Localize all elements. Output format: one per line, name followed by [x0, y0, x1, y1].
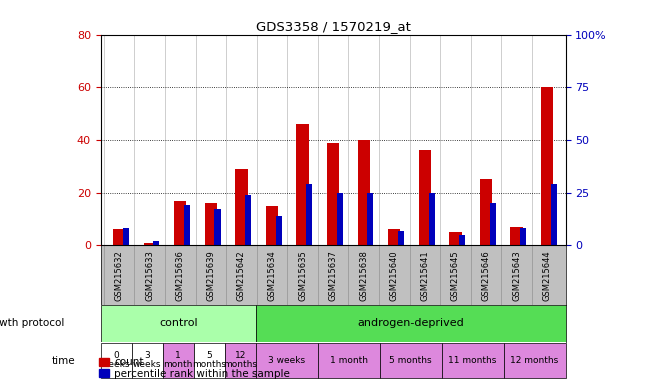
Bar [520, 228, 526, 245]
Bar [358, 140, 370, 245]
Text: GSM215642: GSM215642 [237, 250, 246, 301]
Bar [428, 193, 435, 245]
Bar [113, 230, 125, 245]
Text: 0
weeks: 0 weeks [102, 351, 131, 369]
Bar [162, 343, 194, 378]
Text: 3 weeks: 3 weeks [268, 356, 306, 364]
Text: GSM215637: GSM215637 [329, 250, 337, 301]
Text: GSM215641: GSM215641 [421, 250, 430, 301]
Bar [441, 343, 504, 378]
Bar [205, 203, 217, 245]
Title: GDS3358 / 1570219_at: GDS3358 / 1570219_at [255, 20, 411, 33]
Text: 5
months: 5 months [192, 351, 226, 369]
Bar [419, 151, 431, 245]
Text: GSM215644: GSM215644 [543, 250, 552, 301]
Text: time: time [52, 356, 75, 366]
Text: 12 months: 12 months [510, 356, 558, 364]
Text: GSM215646: GSM215646 [482, 250, 491, 301]
Bar [194, 343, 225, 378]
Bar [235, 169, 248, 245]
Bar [504, 343, 566, 378]
Bar [153, 241, 159, 245]
Text: androgen-deprived: androgen-deprived [358, 318, 464, 328]
Bar [327, 142, 339, 245]
Bar [101, 343, 132, 378]
Bar [276, 216, 281, 245]
Text: 5 months: 5 months [389, 356, 432, 364]
Text: GSM215635: GSM215635 [298, 250, 307, 301]
Bar [144, 243, 156, 245]
Bar [541, 87, 553, 245]
Bar [388, 230, 400, 245]
Bar [184, 205, 190, 245]
Text: control: control [159, 318, 198, 328]
Bar [489, 203, 496, 245]
Bar [174, 200, 187, 245]
Bar [380, 343, 441, 378]
Bar [449, 232, 462, 245]
Bar [306, 184, 313, 245]
Bar [551, 184, 557, 245]
Bar [101, 305, 255, 341]
Bar [225, 343, 255, 378]
Legend: count, percentile rank within the sample: count, percentile rank within the sample [99, 357, 290, 379]
Bar [266, 206, 278, 245]
Bar [480, 179, 492, 245]
Text: GSM215634: GSM215634 [267, 250, 276, 301]
Text: 12
months: 12 months [223, 351, 257, 369]
Bar [255, 343, 318, 378]
Bar [398, 230, 404, 245]
Text: GSM215633: GSM215633 [145, 250, 154, 301]
Text: 1
month: 1 month [164, 351, 193, 369]
Text: growth protocol: growth protocol [0, 318, 64, 328]
Bar [367, 193, 374, 245]
Text: GSM215636: GSM215636 [176, 250, 185, 301]
Bar [123, 228, 129, 245]
Bar [459, 235, 465, 245]
Text: GSM215643: GSM215643 [512, 250, 521, 301]
Text: 3
weeks: 3 weeks [133, 351, 161, 369]
Text: GSM215638: GSM215638 [359, 250, 368, 301]
Text: 11 months: 11 months [448, 356, 497, 364]
Bar [337, 193, 343, 245]
Bar [214, 209, 220, 245]
Text: GSM215645: GSM215645 [451, 250, 460, 301]
Text: 1 month: 1 month [330, 356, 368, 364]
Bar [318, 343, 380, 378]
Bar [510, 227, 523, 245]
Text: GSM215639: GSM215639 [206, 250, 215, 301]
Text: GSM215632: GSM215632 [114, 250, 124, 301]
Text: GSM215640: GSM215640 [390, 250, 399, 301]
Bar [132, 343, 162, 378]
Bar [296, 124, 309, 245]
Bar [245, 195, 251, 245]
Bar [255, 305, 566, 341]
